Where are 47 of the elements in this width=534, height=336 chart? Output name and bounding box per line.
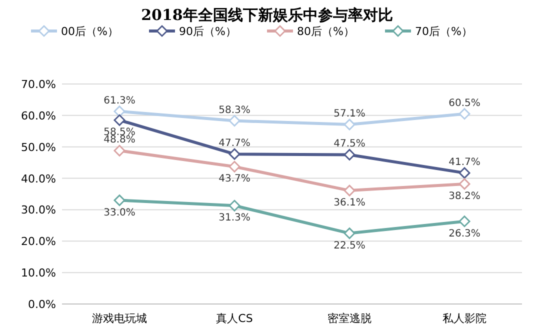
point [114, 194, 126, 206]
legend-label: 80后（%） [297, 25, 354, 38]
data-label: 57.1% [334, 108, 366, 120]
y-tick-label: 20.0% [21, 235, 56, 248]
data-label: 36.1% [334, 198, 366, 209]
data-label: 33.0% [104, 207, 136, 218]
point [458, 216, 470, 228]
point [228, 148, 240, 160]
data-label: 26.3% [448, 228, 480, 240]
point [458, 108, 470, 120]
point [344, 184, 356, 196]
y-tick-label: 40.0% [21, 172, 56, 186]
point [228, 160, 240, 172]
point [114, 144, 126, 156]
data-label: 47.7% [218, 138, 250, 150]
data-label: 43.7% [218, 174, 250, 185]
data-label: 61.3% [104, 95, 136, 106]
data-label: 41.7% [448, 156, 480, 168]
data-label: 22.5% [334, 240, 366, 252]
y-tick-label: 50.0% [21, 140, 56, 154]
point [228, 115, 240, 127]
x-tick-label: 真人CS [216, 312, 253, 325]
x-tick-label: 游戏电玩城 [92, 312, 147, 325]
data-label: 58.3% [218, 104, 250, 116]
legend-label: 70后（%） [415, 25, 472, 38]
data-label: 47.5% [334, 138, 366, 150]
legend-label: 90后（%） [179, 25, 236, 38]
data-label: 38.2% [448, 190, 480, 202]
data-label: 60.5% [448, 98, 480, 109]
data-label: 31.3% [218, 212, 250, 224]
legend-label: 00后（%） [61, 25, 118, 38]
chart-title: 2018年全国线下新娱乐中参与率对比 [141, 6, 393, 24]
point [344, 118, 356, 130]
point [458, 178, 470, 190]
y-tick-label: 60.0% [21, 109, 56, 122]
point [344, 148, 356, 160]
point [228, 200, 240, 212]
point [114, 106, 126, 118]
y-tick-label: 30.0% [21, 204, 56, 217]
y-tick-label: 0.0% [28, 298, 56, 311]
x-tick-label: 密室逃脱 [328, 312, 372, 325]
point [344, 228, 356, 240]
x-tick-label: 私人影院 [442, 312, 486, 325]
y-tick-label: 10.0% [21, 266, 56, 280]
point [458, 167, 470, 179]
y-tick-label: 70.0% [21, 78, 56, 91]
point [114, 114, 126, 126]
